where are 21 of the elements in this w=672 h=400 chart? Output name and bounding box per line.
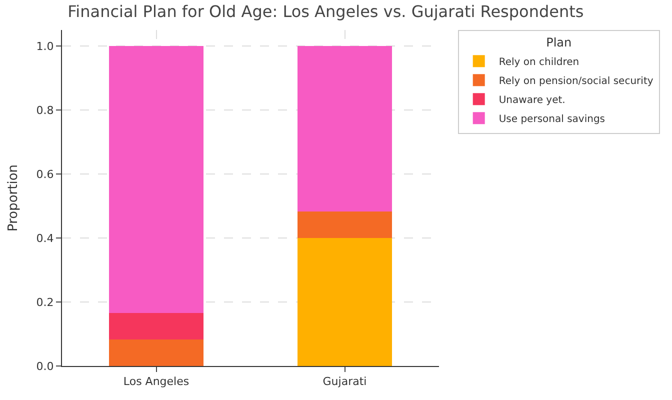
legend-label: Use personal savings bbox=[498, 114, 606, 125]
y-tick-label: 0.4 bbox=[36, 232, 54, 245]
bar bbox=[109, 339, 204, 366]
x-tick-label: Gujarati bbox=[322, 375, 367, 388]
bar bbox=[298, 46, 392, 212]
legend-label: Unaware yet. bbox=[498, 95, 566, 106]
x-tick-label: Los Angeles bbox=[123, 375, 190, 388]
y-tick-label: 0.8 bbox=[36, 104, 54, 117]
legend-label: Rely on pension/social security bbox=[498, 76, 654, 87]
bar bbox=[109, 312, 204, 340]
bar bbox=[298, 238, 392, 366]
y-tick-label: 0.6 bbox=[36, 168, 54, 181]
legend-title: Plan bbox=[546, 36, 572, 50]
y-tick-label: 0.0 bbox=[36, 360, 54, 373]
bar bbox=[109, 46, 204, 313]
y-tick-label: 1.0 bbox=[36, 40, 54, 53]
y-axis-title: Proportion bbox=[6, 164, 22, 232]
bar bbox=[298, 211, 392, 238]
chart-title: Financial Plan for Old Age: Los Angeles vs. Gujarati Respondents bbox=[68, 2, 584, 22]
legend-label: Rely on children bbox=[498, 57, 580, 68]
y-tick-label: 0.2 bbox=[36, 296, 54, 309]
